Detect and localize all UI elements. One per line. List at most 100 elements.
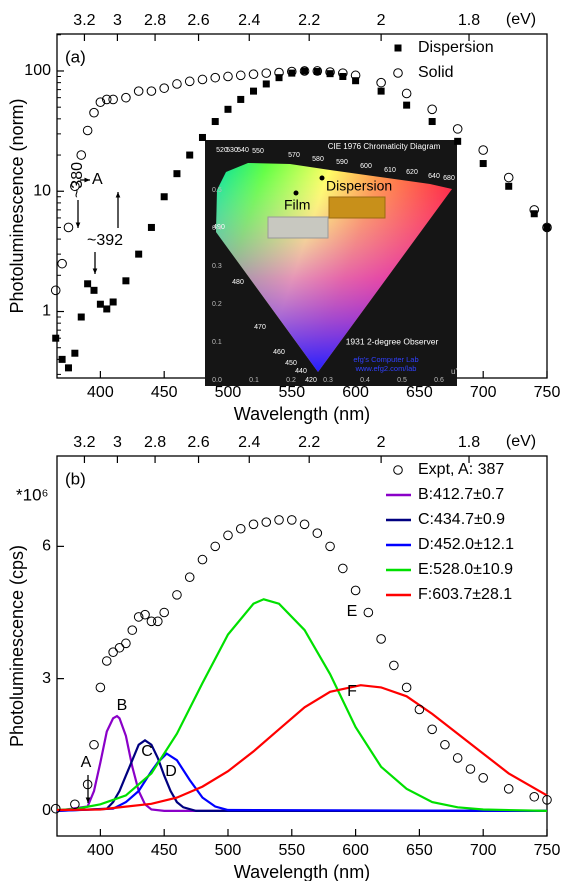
marker-square (543, 223, 551, 231)
marker-square (198, 133, 206, 141)
dispersion-swatch (328, 196, 386, 219)
marker-circle (299, 519, 310, 530)
marker-circle (248, 519, 259, 530)
marker-square (147, 223, 155, 231)
x-tick-label: 500 (215, 842, 242, 859)
locus-label: 640 (428, 173, 440, 180)
legend-marker (393, 68, 403, 78)
locus-label: 490 (213, 224, 225, 231)
x-tick-label: 450 (151, 842, 178, 859)
marker-circle (503, 784, 514, 794)
x2-tick-label: 3 (113, 434, 122, 451)
inset-u-tick: 0.5 (397, 377, 407, 384)
locus-label: 420 (305, 377, 317, 384)
panel-label: (b) (65, 469, 86, 488)
marker-circle (529, 205, 540, 215)
x2-axis-label: (eV) (506, 11, 536, 28)
x-tick-label: 650 (406, 384, 433, 401)
locus-label: 520 (216, 147, 228, 154)
x2-tick-label: 2.4 (238, 434, 260, 451)
fit-curve (56, 598, 548, 812)
marker-circle (274, 515, 284, 525)
marker-circle (452, 124, 463, 134)
marker-square (313, 68, 321, 76)
marker-circle (50, 803, 61, 814)
x-tick-label: 750 (534, 842, 561, 859)
inset-u-tick: 0.6 (434, 377, 444, 384)
y-multiplier: *10⁶ (16, 485, 49, 504)
marker-square (250, 87, 258, 95)
locus-label: 570 (288, 152, 300, 159)
marker-circle (210, 72, 221, 83)
marker-circle (376, 77, 386, 88)
marker-circle (286, 66, 297, 77)
inset-v-tick: 0.4 (212, 225, 222, 232)
legend-label: D:452.0±12.1 (418, 536, 514, 553)
x-tick-label: 650 (406, 842, 433, 859)
marker-square (77, 313, 85, 321)
marker-circle (248, 69, 259, 80)
panel-label: (a) (65, 47, 86, 66)
inset-u-tick: 0.0 (212, 377, 222, 384)
marker-circle (121, 92, 131, 103)
marker-circle (146, 86, 157, 96)
annotation: ~380 (69, 162, 86, 198)
marker-square (326, 70, 334, 78)
marker-circle (440, 739, 450, 750)
marker-circle (153, 616, 163, 627)
film-label: Film (284, 197, 310, 213)
legend-label: C:434.7±0.9 (418, 511, 505, 528)
marker-square (96, 300, 104, 308)
marker-square (288, 69, 296, 77)
marker-circle (274, 67, 284, 78)
marker-square (224, 105, 232, 113)
x2-tick-label: 2.2 (298, 434, 320, 451)
marker-circle (427, 724, 437, 735)
marker-circle (478, 773, 488, 783)
marker-circle (312, 66, 323, 76)
marker-circle (465, 764, 476, 774)
film-swatch (267, 216, 329, 239)
y-tick-label: 10 (33, 182, 51, 199)
inset-v-tick: 0.1 (212, 339, 222, 346)
marker-circle (159, 607, 169, 618)
marker-square (377, 87, 385, 95)
marker-square (275, 74, 283, 82)
x-tick-label: 550 (278, 842, 305, 859)
marker-circle (414, 704, 425, 715)
x-axis-title: Wavelength (nm) (234, 404, 370, 424)
marker-circle (312, 528, 323, 538)
marker-circle (350, 70, 361, 81)
dispersion-label: Dispersion (326, 178, 392, 194)
x-tick-label: 500 (215, 384, 242, 401)
marker-square (262, 80, 270, 88)
x2-tick-label: 3.2 (73, 12, 95, 29)
marker-circle (363, 607, 374, 618)
arrow-head (75, 222, 81, 228)
marker-square (186, 151, 194, 159)
marker-circle (89, 107, 99, 118)
marker-square (52, 334, 60, 342)
y-axis-title: Photoluminescence (cps) (7, 545, 27, 747)
marker-circle (401, 88, 412, 99)
marker-circle (172, 590, 182, 600)
marker-circle (146, 616, 157, 627)
inset-u-tick: 0.3 (323, 377, 333, 384)
marker-circle (95, 97, 106, 108)
x2-tick-label: 1.8 (458, 434, 480, 451)
marker-circle (325, 67, 335, 77)
inset-observer: 1931 2-degree Observer (346, 336, 439, 346)
y-tick-label: 100 (24, 62, 51, 79)
marker-square (403, 101, 411, 109)
inset-url: www.efg2.com/lab (355, 364, 417, 373)
marker-circle (286, 515, 297, 525)
annotation: A (92, 171, 103, 188)
marker-square (122, 277, 130, 285)
marker-circle (114, 642, 125, 653)
x-tick-label: 400 (87, 384, 114, 401)
marker-circle (223, 71, 233, 82)
marker-circle (452, 753, 463, 763)
peak-label: D (165, 763, 177, 780)
x2-tick-label: 2.8 (144, 12, 166, 29)
